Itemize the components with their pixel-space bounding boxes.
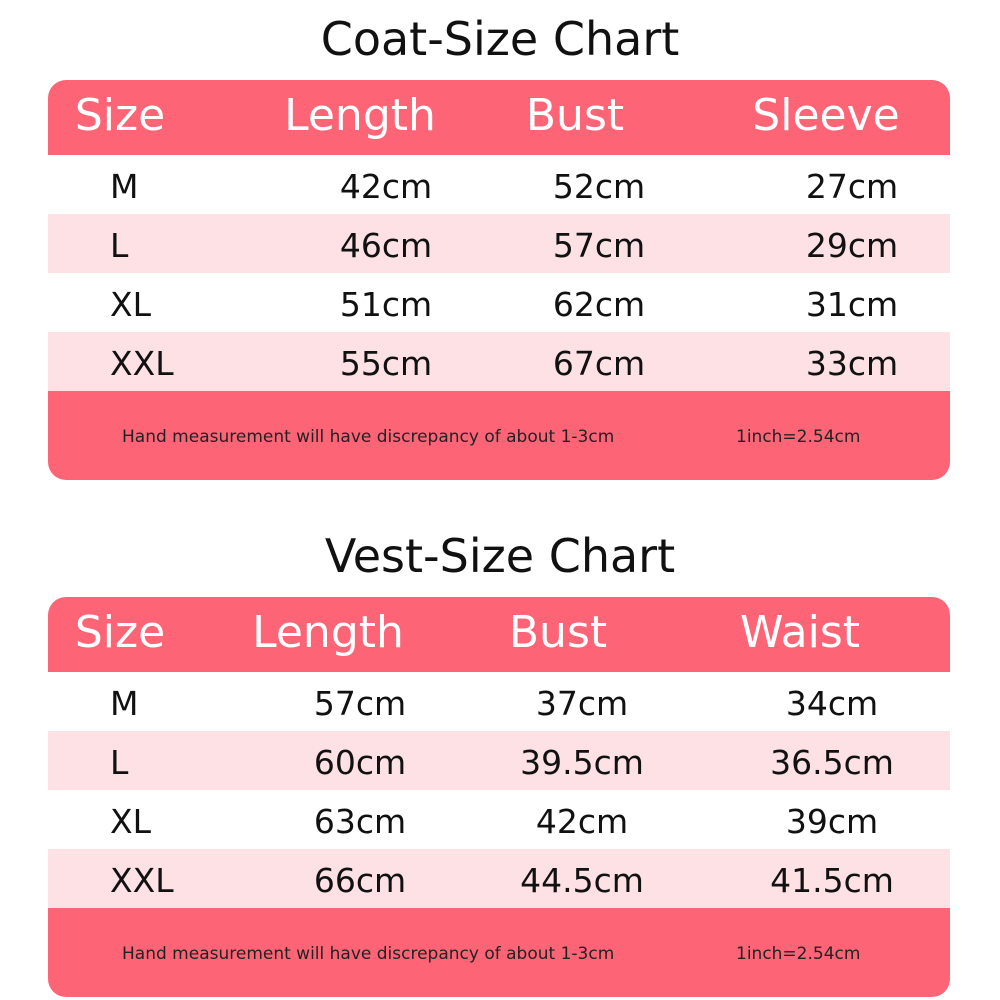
cell-bust: 57cm bbox=[552, 226, 646, 265]
cell-third: 33cm bbox=[805, 344, 899, 383]
cell-size: L bbox=[110, 743, 129, 782]
table-row: XXL 66cm 44.5cm 41.5cm bbox=[48, 849, 950, 908]
cell-third: 31cm bbox=[805, 285, 899, 324]
cell-bust: 42cm bbox=[535, 802, 629, 841]
cell-size: XXL bbox=[110, 344, 174, 383]
cell-length: 60cm bbox=[313, 743, 407, 782]
cell-third: 39cm bbox=[785, 802, 879, 841]
table-row: XL 51cm 62cm 31cm bbox=[48, 273, 950, 332]
cell-length: 42cm bbox=[339, 167, 433, 206]
header-bust: Bust bbox=[525, 90, 625, 141]
cell-third: 34cm bbox=[785, 684, 879, 723]
footer-note: Hand measurement will have discrepancy o… bbox=[48, 908, 950, 997]
cell-size: XL bbox=[110, 802, 151, 841]
header-bust: Bust bbox=[508, 607, 608, 658]
header-row: Size Length Bust Waist bbox=[48, 597, 950, 672]
cell-size: L bbox=[110, 226, 129, 265]
footer-note: Hand measurement will have discrepancy o… bbox=[48, 391, 950, 480]
cell-bust: 37cm bbox=[535, 684, 629, 723]
header-length: Length bbox=[252, 607, 404, 658]
cell-length: 46cm bbox=[339, 226, 433, 265]
vest-size-table: Size Length Bust Waist M 57cm 37cm 34cm L 60cm 39.… bbox=[48, 597, 950, 997]
table-row: M 42cm 52cm 27cm bbox=[48, 155, 950, 214]
cell-size: XL bbox=[110, 285, 151, 324]
cell-bust: 39.5cm bbox=[520, 743, 644, 782]
cell-size: XXL bbox=[110, 861, 174, 900]
cell-size: M bbox=[110, 167, 139, 206]
cell-size: M bbox=[110, 684, 139, 723]
header-length: Length bbox=[284, 90, 436, 141]
table-row: L 60cm 39.5cm 36.5cm bbox=[48, 731, 950, 790]
cell-length: 57cm bbox=[313, 684, 407, 723]
inch-conversion: 1inch=2.54cm bbox=[736, 427, 861, 447]
coat-size-table: Size Length Bust Sleeve M 42cm 52cm 27cm L 46cm 57… bbox=[48, 80, 950, 480]
header-size: Size bbox=[74, 90, 166, 141]
table-row: XXL 55cm 67cm 33cm bbox=[48, 332, 950, 391]
cell-third: 29cm bbox=[805, 226, 899, 265]
measurement-note: Hand measurement will have discrepancy o… bbox=[122, 944, 615, 964]
cell-length: 63cm bbox=[313, 802, 407, 841]
header-row: Size Length Bust Sleeve bbox=[48, 80, 950, 155]
header-size: Size bbox=[74, 607, 166, 658]
table-row: M 57cm 37cm 34cm bbox=[48, 672, 950, 731]
table-row: L 46cm 57cm 29cm bbox=[48, 214, 950, 273]
cell-bust: 44.5cm bbox=[520, 861, 644, 900]
cell-third: 36.5cm bbox=[770, 743, 894, 782]
cell-third: 27cm bbox=[805, 167, 899, 206]
coat-size-title: Coat-Size Chart bbox=[320, 12, 680, 66]
header-third: Waist bbox=[739, 607, 861, 658]
cell-third: 41.5cm bbox=[770, 861, 894, 900]
vest-size-title: Vest-Size Chart bbox=[324, 529, 676, 583]
measurement-note: Hand measurement will have discrepancy o… bbox=[122, 427, 615, 447]
header-third: Sleeve bbox=[752, 90, 900, 141]
cell-length: 51cm bbox=[339, 285, 433, 324]
table-row: XL 63cm 42cm 39cm bbox=[48, 790, 950, 849]
cell-length: 66cm bbox=[313, 861, 407, 900]
cell-bust: 62cm bbox=[552, 285, 646, 324]
cell-bust: 52cm bbox=[552, 167, 646, 206]
inch-conversion: 1inch=2.54cm bbox=[736, 944, 861, 964]
cell-bust: 67cm bbox=[552, 344, 646, 383]
cell-length: 55cm bbox=[339, 344, 433, 383]
